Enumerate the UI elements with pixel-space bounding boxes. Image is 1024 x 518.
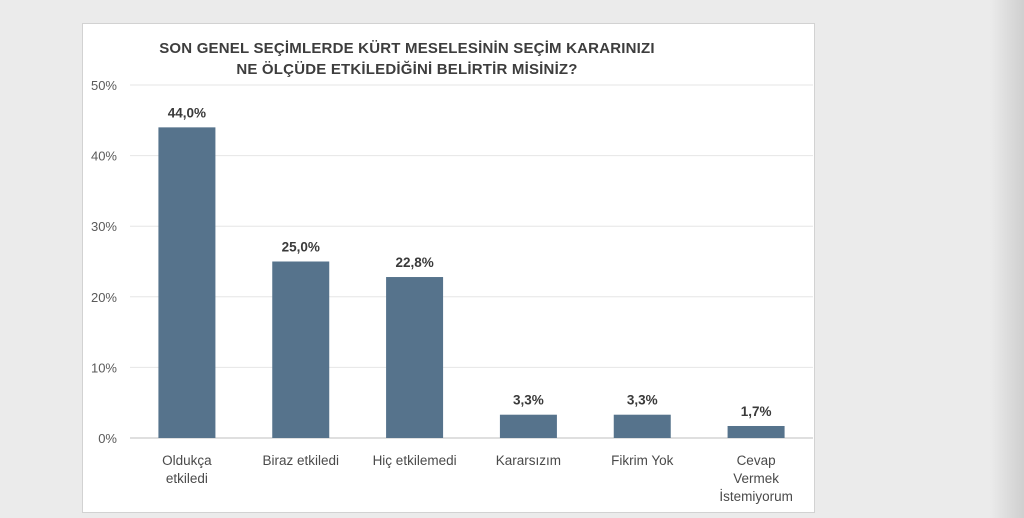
data-label: 22,8%	[395, 255, 433, 270]
category-label: etkiledi	[166, 471, 208, 486]
data-label: 3,3%	[513, 393, 544, 408]
category-label: İstemiyorum	[719, 489, 793, 504]
data-label: 1,7%	[741, 404, 772, 419]
chart-title-line-1: SON GENEL SEÇİMLERDE KÜRT MESELESİNİN SE…	[159, 40, 655, 57]
y-tick-label: 30%	[91, 219, 117, 234]
bar	[613, 414, 671, 438]
data-label: 25,0%	[282, 240, 320, 255]
category-label: Biraz etkiledi	[262, 453, 339, 468]
category-label: Vermek	[733, 471, 779, 486]
category-label: Oldukça	[162, 453, 212, 468]
y-tick-label: 20%	[91, 290, 117, 305]
y-tick-label: 0%	[98, 431, 117, 446]
data-label: 44,0%	[168, 105, 206, 120]
bar	[158, 127, 216, 439]
category-label: Kararsızım	[496, 453, 561, 468]
category-label: Hiç etkilemedi	[373, 453, 457, 468]
page-edge-shadow	[990, 0, 1024, 518]
category-label: Cevap	[737, 453, 776, 468]
bar	[727, 425, 785, 438]
bar	[386, 277, 444, 438]
chart-title-line-2: NE ÖLÇÜDE ETKİLEDİĞİNİ BELİRTİR MİSİNİZ?	[236, 61, 578, 78]
bar	[272, 261, 330, 438]
y-tick-label: 50%	[91, 78, 117, 93]
y-tick-label: 40%	[91, 149, 117, 164]
data-label: 3,3%	[627, 393, 658, 408]
y-tick-label: 10%	[91, 360, 117, 375]
category-label: Fikrim Yok	[611, 453, 674, 468]
chart-title: SON GENEL SEÇİMLERDE KÜRT MESELESİNİN SE…	[82, 38, 732, 80]
bar	[499, 414, 557, 438]
